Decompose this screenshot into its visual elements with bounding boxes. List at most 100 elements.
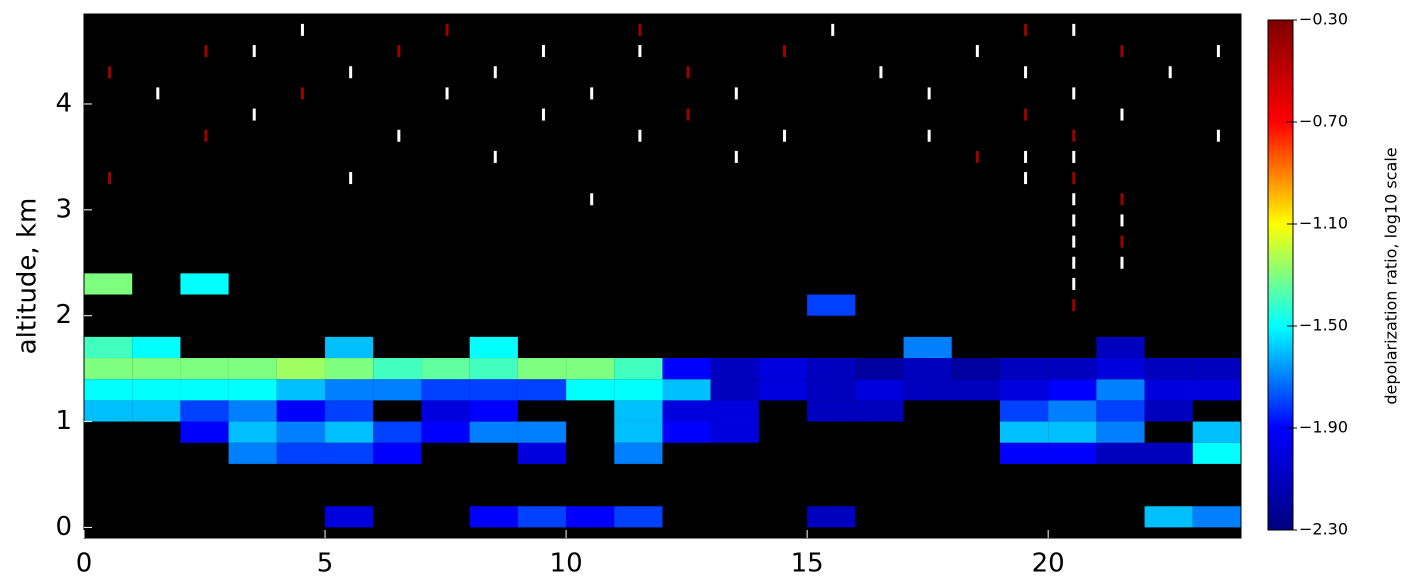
- heatmap-cell: [325, 358, 374, 380]
- heatmap-cell: [84, 358, 133, 380]
- heatmap-cell: [999, 421, 1049, 443]
- heatmap-cell: [1144, 506, 1193, 528]
- heatmap-cell: [373, 421, 422, 443]
- x-tick-label: 20: [1032, 549, 1065, 579]
- heatmap-cell: [1192, 358, 1241, 380]
- heatmap-cell: [638, 45, 642, 58]
- heatmap-cell: [421, 358, 470, 380]
- heatmap-cell: [300, 87, 304, 100]
- heatmap-cell: [638, 23, 642, 36]
- heatmap-cell: [1024, 150, 1028, 163]
- heatmap-cell: [1024, 23, 1028, 36]
- heatmap-cell: [84, 336, 133, 359]
- heatmap-cell: [84, 400, 133, 422]
- heatmap-cell: [373, 379, 422, 401]
- heatmap-cell: [517, 506, 567, 528]
- heatmap-cell: [927, 129, 931, 142]
- heatmap-cell: [1048, 400, 1097, 422]
- heatmap-cell: [1048, 442, 1097, 464]
- heatmap-cell: [1120, 214, 1124, 227]
- heatmap-cell: [999, 442, 1049, 464]
- x-tick-label: 0: [76, 549, 93, 579]
- heatmap-cell: [228, 400, 277, 422]
- heatmap-cell: [614, 400, 663, 422]
- heatmap-cell: [855, 358, 904, 380]
- heatmap-cell: [855, 400, 904, 422]
- heatmap-cell: [445, 87, 449, 100]
- x-tick-label: 5: [317, 549, 334, 579]
- heatmap-cell: [1216, 129, 1220, 142]
- heatmap-cell: [517, 442, 567, 464]
- heatmap-cell: [1072, 214, 1076, 227]
- heatmap-cell: [1072, 193, 1076, 206]
- heatmap-cell: [421, 379, 470, 401]
- heatmap-cell: [1144, 400, 1193, 422]
- heatmap-cell: [373, 358, 422, 380]
- heatmap-cell: [975, 150, 979, 163]
- heatmap-cell: [493, 150, 497, 163]
- heatmap-cell: [1096, 442, 1145, 464]
- heatmap-cell: [180, 421, 229, 443]
- heatmap-cell: [204, 45, 208, 58]
- heatmap-cell: [108, 172, 112, 185]
- heatmap-cell: [84, 273, 133, 295]
- heatmap-cell: [1072, 23, 1076, 36]
- x-tick-label: 15: [791, 549, 824, 579]
- heatmap-cell: [951, 379, 1000, 401]
- heatmap-cell: [662, 358, 711, 380]
- heatmap-cell: [1072, 172, 1076, 185]
- colorbar-tick-label: −1.50: [1299, 316, 1348, 335]
- heatmap-cell: [1144, 442, 1193, 464]
- heatmap-cell: [276, 421, 326, 443]
- heatmap-cell: [228, 442, 277, 464]
- heatmap-cell: [638, 129, 642, 142]
- heatmap-cell: [879, 66, 883, 79]
- heatmap-cell: [397, 45, 401, 58]
- heatmap-cell: [541, 108, 545, 121]
- heatmap-cell: [1192, 379, 1241, 401]
- heatmap-cell: [1120, 256, 1124, 269]
- heatmap-cell: [517, 379, 567, 401]
- heatmap-cell: [734, 150, 738, 163]
- heatmap-cell: [710, 358, 759, 380]
- heatmap-cell: [566, 506, 615, 528]
- colorbar: [1267, 19, 1294, 531]
- heatmap-cell: [180, 400, 229, 422]
- heatmap-cell: [541, 45, 545, 58]
- heatmap-cell: [1096, 421, 1145, 443]
- colorbar-tick-label: −2.30: [1299, 520, 1348, 539]
- heatmap-cell: [228, 421, 277, 443]
- heatmap-cell: [132, 336, 181, 359]
- colorbar-tick-label: −0.30: [1299, 10, 1348, 29]
- colorbar-tick-label: −1.90: [1299, 418, 1348, 437]
- heatmap-cell: [614, 506, 663, 528]
- heatmap-cell: [1192, 442, 1241, 464]
- heatmap-cell: [132, 358, 181, 380]
- heatmap-cell: [686, 66, 690, 79]
- heatmap-cell: [566, 379, 615, 401]
- heatmap-cell: [469, 336, 518, 359]
- heatmap-cell: [855, 379, 904, 401]
- heatmap-cell: [1072, 256, 1076, 269]
- heatmap-cell: [445, 23, 449, 36]
- heatmap-cell: [180, 273, 229, 295]
- colorbar-tick-label: −0.70: [1299, 112, 1348, 131]
- heatmap-cell: [276, 400, 326, 422]
- heatmap-cell: [421, 421, 470, 443]
- heatmap-cell: [276, 442, 326, 464]
- heatmap-cell: [180, 358, 229, 380]
- heatmap-cell: [132, 379, 181, 401]
- heatmap-cell: [1120, 193, 1124, 206]
- heatmap-cell: [276, 379, 326, 401]
- heatmap-cell: [783, 45, 787, 58]
- heatmap-cell: [204, 129, 208, 142]
- heatmap-cell: [662, 379, 711, 401]
- heatmap-cell: [1168, 66, 1172, 79]
- heatmap-cell: [325, 379, 374, 401]
- heatmap-cell: [252, 45, 256, 58]
- heatmap-cell: [325, 506, 374, 528]
- plot-frame: [83, 13, 1242, 539]
- heatmap-cell: [276, 358, 326, 380]
- heatmap-cell: [1120, 108, 1124, 121]
